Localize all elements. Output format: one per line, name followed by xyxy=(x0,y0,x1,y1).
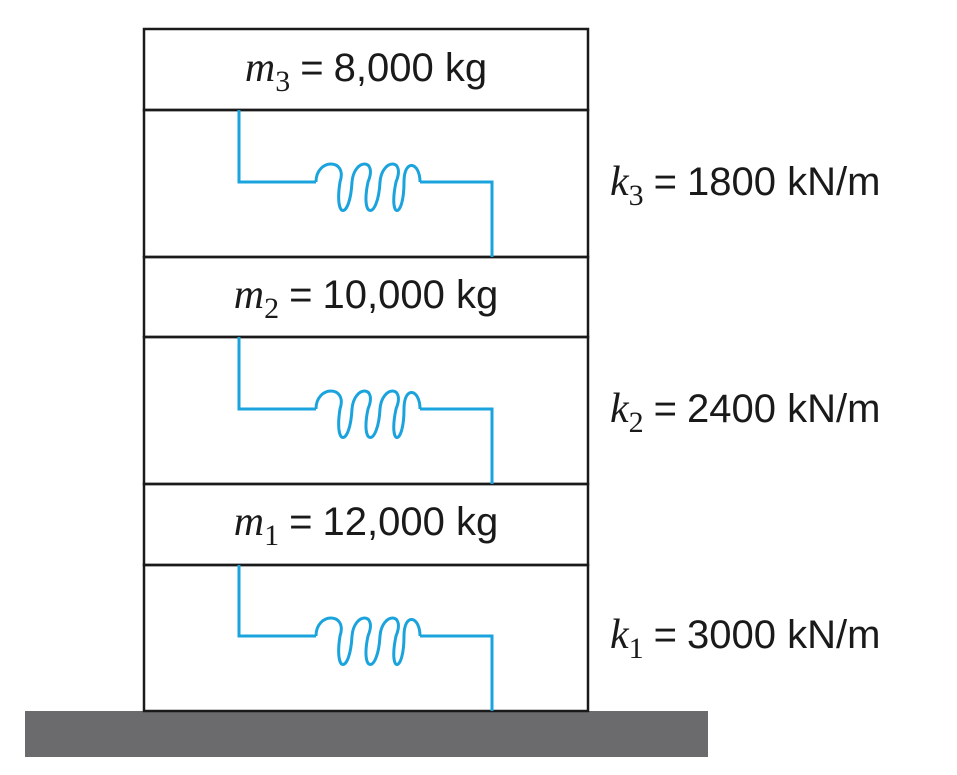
ground-slab xyxy=(25,711,708,757)
storey-2-frame xyxy=(142,335,590,486)
stiffness-3-label: k3 = 1800 kN/m xyxy=(610,159,880,212)
stiffness-2-label: k2 = 2400 kN/m xyxy=(610,386,880,439)
storey-1-frame xyxy=(142,563,590,713)
storey-3-frame xyxy=(142,108,590,259)
mass-2-label: m2 = 10,000 kg xyxy=(234,272,498,325)
mass-1-label: m1 = 12,000 kg xyxy=(234,499,498,552)
spring-k1 xyxy=(237,565,494,711)
spring-k3 xyxy=(237,110,494,257)
spring-k2 xyxy=(237,337,494,484)
stiffness-1-label: k1 = 3000 kN/m xyxy=(610,612,880,665)
mass-3-label: m3 = 8,000 kg xyxy=(245,45,487,98)
